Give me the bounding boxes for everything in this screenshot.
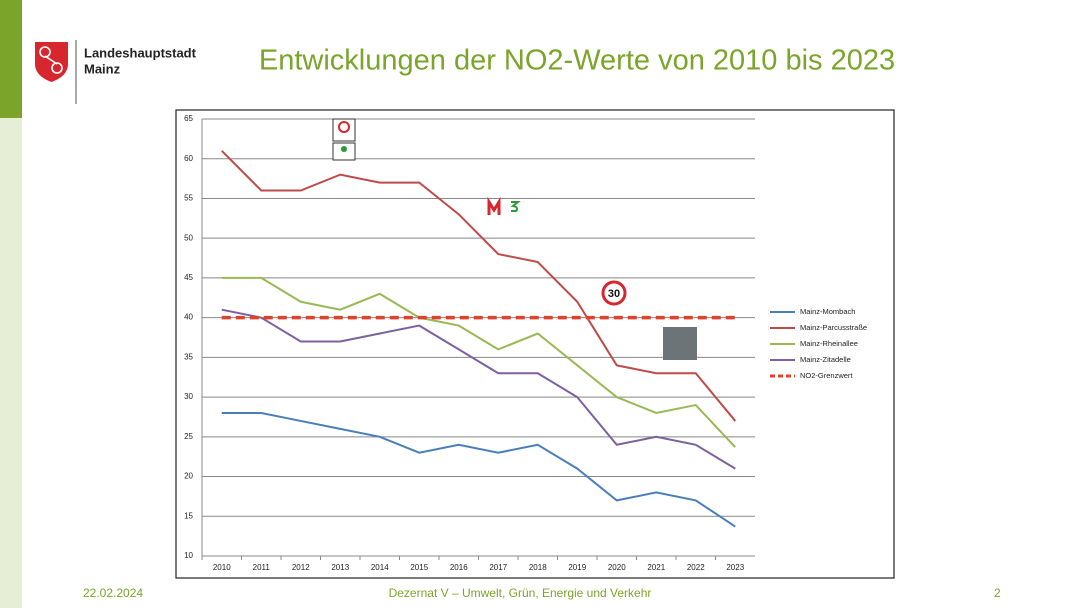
zone-sign xyxy=(332,118,356,161)
y-tick-label: 35 xyxy=(184,352,193,361)
speed-sign xyxy=(601,280,627,306)
legend-label: Mainz-Zitadelle xyxy=(800,355,851,364)
x-tick-label: 2010 xyxy=(213,563,231,572)
x-tick-label: 2021 xyxy=(647,563,665,572)
y-tick-label: 60 xyxy=(184,154,193,163)
y-tick-label: 55 xyxy=(184,194,193,203)
x-tick-label: 2015 xyxy=(410,563,428,572)
x-tick-label: 2016 xyxy=(450,563,468,572)
footer-page: 2 xyxy=(994,586,1001,600)
footer-date: 22.02.2024 xyxy=(83,586,143,600)
photo xyxy=(663,327,697,360)
chart: 10 15 20 25 30 35 40 45 50 55 60 65 2010 2011 2012 2013… xyxy=(184,114,867,572)
footer-department: Dezernat V – Umwelt, Grün, Energie und V… xyxy=(389,586,652,600)
x-tick-label: 2014 xyxy=(371,563,389,572)
x-tick-label: 2023 xyxy=(726,563,744,572)
legend-label: NO2-Grenzwert xyxy=(800,371,853,380)
x-tick-label: 2011 xyxy=(253,563,271,572)
y-tick-label: 30 xyxy=(184,392,193,401)
legend-label: Mainz-Parcusstraße xyxy=(800,323,867,332)
y-tick-label: 45 xyxy=(184,273,193,282)
org-name: Landeshauptstadt xyxy=(84,45,197,60)
side-accent xyxy=(0,0,22,118)
slide-title: Entwicklungen der NO2-Werte von 2010 bis… xyxy=(259,45,895,77)
y-tick-label: 20 xyxy=(184,472,193,481)
x-tick-label: 2020 xyxy=(608,563,626,572)
legend-label: Mainz-Rheinallee xyxy=(800,339,858,348)
y-tick-label: 40 xyxy=(184,313,193,322)
org-city: Mainz xyxy=(84,61,121,76)
logo xyxy=(35,42,68,82)
x-tick-label: 2018 xyxy=(529,563,547,572)
x-tick-label: 2012 xyxy=(292,563,310,572)
series-line xyxy=(221,276,736,448)
annotation: 30 xyxy=(608,288,620,300)
side-stripe xyxy=(0,0,22,608)
series-line xyxy=(221,308,736,470)
x-tick-label: 2019 xyxy=(568,563,586,572)
y-tick-label: 15 xyxy=(184,511,193,520)
x-tick-label: 2022 xyxy=(687,563,705,572)
y-tick-label: 25 xyxy=(184,432,193,441)
x-tick-label: 2017 xyxy=(489,563,507,572)
m3-logo xyxy=(487,196,521,215)
y-tick-label: 10 xyxy=(184,551,193,560)
legend-label: Mainz-Mombach xyxy=(800,307,855,316)
x-tick-label: 2013 xyxy=(331,563,349,572)
y-tick-label: 50 xyxy=(184,233,193,242)
series-line xyxy=(221,411,736,528)
series-line xyxy=(221,150,737,422)
y-tick-label: 65 xyxy=(184,114,193,123)
